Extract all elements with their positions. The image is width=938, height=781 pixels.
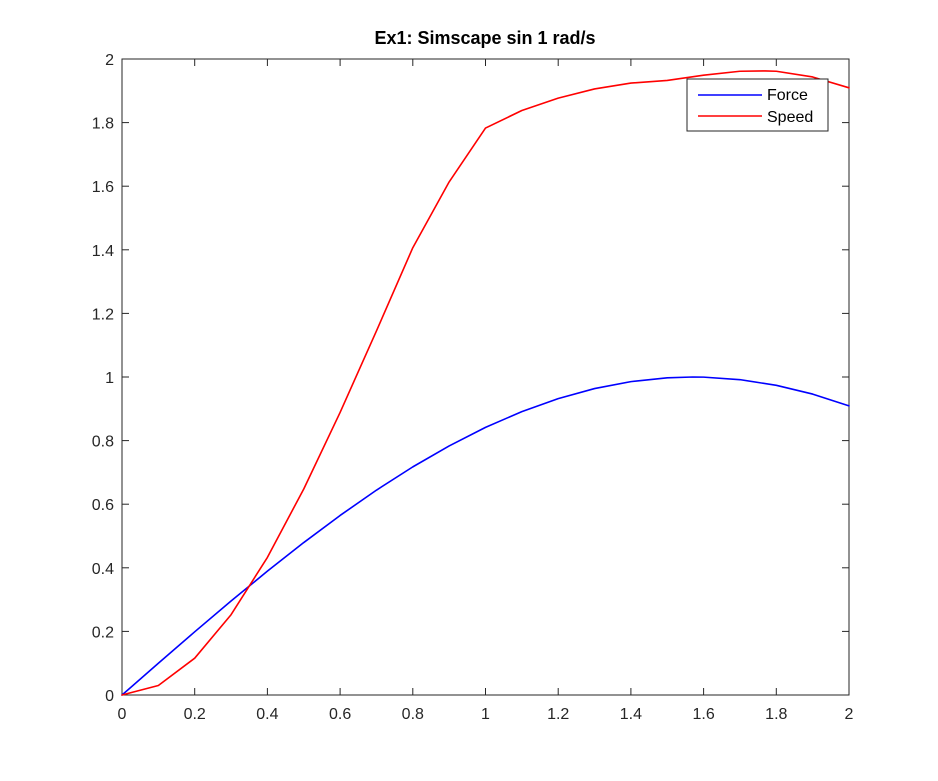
y-tick-label: 1.2: [92, 306, 114, 323]
y-tick-label: 1.4: [92, 243, 114, 260]
y-tick-label: 0.2: [92, 624, 114, 641]
y-tick-label: 0.4: [92, 561, 114, 578]
x-tick-label: 0.6: [329, 706, 351, 723]
legend[interactable]: Force Speed: [686, 78, 829, 132]
x-tick-label: 1.8: [765, 706, 787, 723]
y-tick-label: 1.6: [92, 179, 114, 196]
legend-label-force: Force: [767, 87, 808, 104]
x-tick-label: 1.6: [692, 706, 714, 723]
legend-box: [686, 78, 829, 132]
x-tick-label: 0.2: [184, 706, 206, 723]
x-tick-label: 0: [118, 706, 127, 723]
legend-label-speed: Speed: [767, 109, 813, 126]
y-tick-label: 1.8: [92, 116, 114, 133]
y-tick-label: 0: [105, 688, 114, 705]
x-tick-label: 1.4: [620, 706, 642, 723]
plot-area: [121, 58, 850, 696]
y-axis: 0 0.2 0.4 0.6 0.8 1 1.2 1.4 1.6 1.8 2: [92, 52, 849, 705]
y-tick-label: 2: [105, 52, 114, 69]
x-tick-label: 1.2: [547, 706, 569, 723]
y-tick-label: 0.8: [92, 434, 114, 451]
y-tick-label: 0.6: [92, 497, 114, 514]
x-tick-label: 0.8: [402, 706, 424, 723]
chart-title: Ex1: Simscape sin 1 rad/s: [374, 28, 595, 48]
x-tick-label: 1: [481, 706, 490, 723]
y-tick-label: 1: [105, 370, 114, 387]
x-axis: 0 0.2 0.4 0.6 0.8 1 1.2 1.4 1.6 1.8 2: [118, 59, 854, 723]
series-line-speed: [121, 70, 850, 696]
x-tick-label: 2: [845, 706, 854, 723]
x-tick-label: 0.4: [256, 706, 278, 723]
series-layer: [121, 70, 850, 696]
